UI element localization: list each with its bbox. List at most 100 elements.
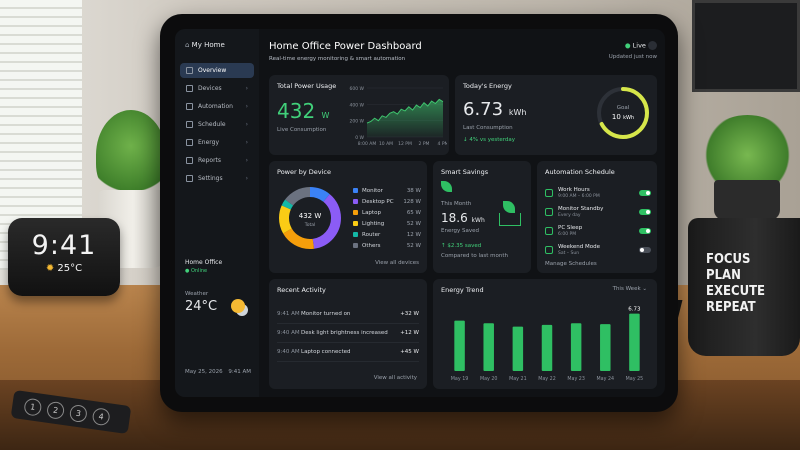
clock-temp-text: 25°C — [57, 263, 83, 274]
automation-icon — [545, 245, 553, 254]
legend-swatch — [353, 199, 358, 204]
automation-time: Every day — [558, 212, 581, 218]
home-link[interactable]: ⌂ My Home — [185, 41, 225, 49]
smart-savings-card: Smart Savings This Month 18.6 kWh Energy… — [433, 161, 531, 273]
legend-value: 128 W — [403, 198, 421, 205]
device-donut: 432 W Total — [279, 187, 341, 249]
automation-name: Work Hours — [558, 186, 590, 193]
activity-text: Monitor turned on — [301, 311, 351, 317]
power-chart: 0 W 200 W 400 W 600 W 8:00 AM 10 AM 12 PM 2 PM 4… — [350, 86, 447, 147]
desk-clock: 9:41 ✹ 25°C — [8, 218, 120, 296]
goal-number: 10 — [612, 113, 621, 121]
view-devices-link[interactable]: View all devices — [375, 260, 419, 266]
menu-icon — [186, 157, 193, 164]
automation-row: PC Sleep 6:00 PM — [545, 221, 651, 240]
menu-item[interactable]: Settings › — [180, 171, 254, 186]
menu-label: Schedule — [198, 121, 226, 128]
menu-item[interactable]: Devices › — [180, 81, 254, 96]
menu-chevron: › — [245, 157, 248, 164]
automation-name: Monitor Standby — [558, 205, 604, 212]
x-tick-label: May 20 — [480, 376, 498, 382]
automation-icon — [545, 207, 553, 216]
dashboard-screen: ⌂ My Home Overview Devices › Automation › Sch… — [175, 29, 665, 397]
automation-text: PC Sleep 6:00 PM — [558, 225, 582, 237]
automation-row: Weekend Mode Sat – Sun — [545, 240, 651, 259]
automation-text: Monitor Standby Every day — [558, 206, 603, 218]
weather-icon — [231, 299, 245, 313]
ring-progress — [597, 87, 649, 139]
menu-icon — [186, 139, 193, 146]
activity-row: 9:41 AM Monitor turned on +32 W — [277, 305, 419, 324]
x-tick-label: May 24 — [597, 376, 615, 382]
toggle[interactable] — [639, 208, 651, 215]
mug-text: EXECUTE — [706, 284, 766, 299]
menu-chevron: › — [245, 103, 248, 110]
energy-value: 6.73 — [463, 99, 504, 120]
energy-trend-card: Energy Trend This Week ⌄ May 19 May 20 May… — [433, 279, 657, 389]
menu-item[interactable]: Automation › — [180, 99, 254, 114]
menu-label: Settings — [198, 175, 223, 182]
legend-value: 38 W — [406, 187, 421, 194]
activity-time: 9:40 AM — [277, 349, 300, 355]
legend-value: 12 W — [406, 231, 421, 238]
donut-segment — [279, 187, 341, 249]
legend-row: Lighting 52 W — [353, 218, 421, 229]
x-tick-label: May 22 — [538, 376, 556, 382]
menu-item[interactable]: Overview — [180, 63, 254, 78]
energy-caption: Last Consumption — [463, 125, 513, 131]
mug-text: FOCUS — [706, 252, 751, 267]
x-tick-label: May 25 — [626, 376, 644, 382]
activity-delta: +32 W — [400, 311, 419, 317]
energy-value-row: 6.73 kWh — [463, 99, 526, 120]
menu-icon — [186, 85, 193, 92]
location-name: Home Office — [185, 259, 223, 266]
activity-card: Recent Activity 9:41 AM Monitor turned on… — [269, 279, 427, 389]
automation-time: 6:00 PM — [558, 231, 577, 237]
automation-time: Sat – Sun — [558, 250, 580, 256]
toggle[interactable] — [639, 227, 651, 234]
card-title: Smart Savings — [441, 168, 489, 176]
bar-value-label: 6.73 — [628, 307, 641, 313]
weather-temp: 24°C — [185, 299, 218, 314]
leaf-icon — [441, 181, 452, 192]
live-status: ● Live Updated just now — [575, 41, 657, 60]
plant-leaf — [503, 201, 515, 213]
view-activity-link[interactable]: View all activity — [373, 375, 417, 381]
x-tick-label: 4 PM — [438, 141, 447, 147]
automation-icon — [545, 226, 553, 235]
activity-time: 9:40 AM — [277, 330, 300, 336]
manage-link[interactable]: Manage Schedules — [545, 261, 597, 267]
weather: Weather 24°C — [185, 291, 217, 314]
savings-value-row: 18.6 kWh — [441, 211, 485, 225]
power-value-row: 432 W — [277, 99, 329, 123]
legend-row: Monitor 38 W — [353, 185, 421, 196]
menu-label: Reports — [198, 157, 222, 164]
power-by-device-card: Power by Device 432 W Total Monitor 38 W De… — [269, 161, 427, 273]
keypad-key: 1 — [23, 397, 43, 417]
card-title: Total Power Usage — [277, 82, 337, 90]
live-text: Live — [632, 41, 646, 50]
menu-item[interactable]: Reports › — [180, 153, 254, 168]
legend-name: Router — [362, 231, 381, 238]
automation-list: Work Hours 9:00 AM – 6:00 PM Monitor Stand… — [545, 183, 651, 259]
mug: FOCUS PLAN EXECUTE REPEAT — [688, 218, 800, 356]
legend-row: Desktop PC 128 W — [353, 196, 421, 207]
legend-name: Monitor — [362, 187, 383, 194]
keypad-key: 4 — [91, 406, 111, 426]
legend-row: Others 52 W — [353, 240, 421, 251]
date: May 25, 2026 — [185, 369, 223, 375]
toggle[interactable] — [639, 246, 651, 253]
toggle[interactable] — [639, 189, 651, 196]
menu-item[interactable]: Energy › — [180, 135, 254, 150]
legend-value: 52 W — [406, 242, 421, 249]
menu-item[interactable]: Schedule › — [180, 117, 254, 132]
bar — [512, 326, 524, 371]
range-select[interactable]: This Week ⌄ — [612, 286, 647, 292]
location: Home Office ● Online — [185, 259, 222, 274]
automation-icon — [545, 188, 553, 197]
mug-text: REPEAT — [706, 300, 756, 315]
location-status: ● Online — [185, 268, 208, 274]
activity-text: Desk light brightness increased — [301, 330, 388, 336]
menu-label: Devices — [198, 85, 222, 92]
